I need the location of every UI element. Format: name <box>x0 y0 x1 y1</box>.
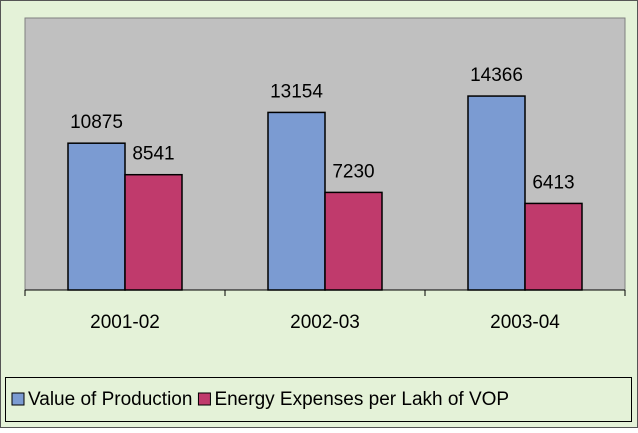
data-label: 13154 <box>270 81 323 102</box>
data-label: 7230 <box>332 161 374 182</box>
data-label: 6413 <box>532 172 574 193</box>
legend-swatch <box>11 392 25 406</box>
x-tick-label: 2001-02 <box>90 312 160 333</box>
bar <box>324 191 383 291</box>
bar <box>124 173 183 291</box>
bar <box>267 111 326 291</box>
bar <box>467 95 526 291</box>
x-tick-label: 2002-03 <box>290 312 360 333</box>
data-label: 10875 <box>70 112 123 133</box>
x-tick-label: 2003-04 <box>490 312 560 333</box>
legend-label: Energy Expenses per Lakh of VOP <box>214 389 509 410</box>
bar <box>67 142 126 291</box>
legend-label: Value of Production <box>28 389 192 410</box>
bar <box>524 202 583 291</box>
data-label: 14366 <box>470 65 523 86</box>
data-label: 8541 <box>132 144 174 165</box>
legend-box <box>5 377 632 422</box>
legend-swatch <box>197 392 211 406</box>
